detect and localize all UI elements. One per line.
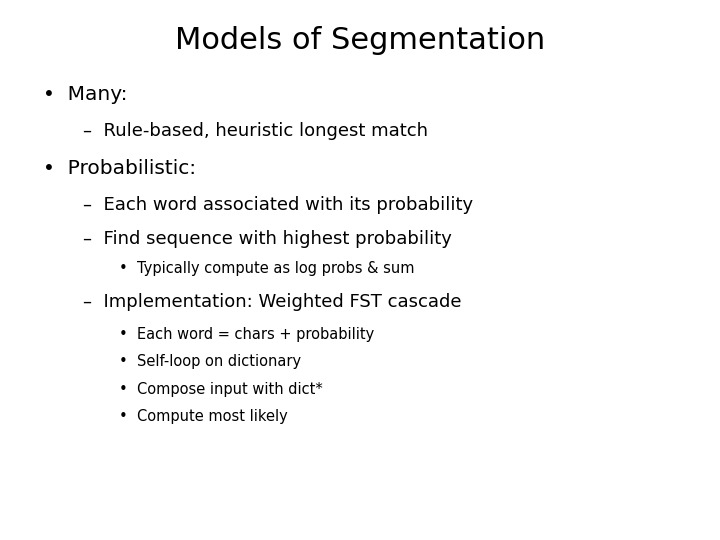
Text: Models of Segmentation: Models of Segmentation [175, 26, 545, 55]
Text: •  Compose input with dict*: • Compose input with dict* [119, 382, 323, 397]
Text: •  Compute most likely: • Compute most likely [119, 409, 287, 424]
Text: –  Implementation: Weighted FST cascade: – Implementation: Weighted FST cascade [83, 293, 462, 312]
Text: •  Many:: • Many: [43, 85, 127, 104]
Text: –  Find sequence with highest probability: – Find sequence with highest probability [83, 230, 451, 248]
Text: •  Probabilistic:: • Probabilistic: [43, 159, 197, 178]
Text: •  Typically compute as log probs & sum: • Typically compute as log probs & sum [119, 261, 414, 276]
Text: –  Rule-based, heuristic longest match: – Rule-based, heuristic longest match [83, 122, 428, 140]
Text: –  Each word associated with its probability: – Each word associated with its probabil… [83, 196, 473, 214]
Text: •  Each word = chars + probability: • Each word = chars + probability [119, 327, 374, 342]
Text: •  Self-loop on dictionary: • Self-loop on dictionary [119, 354, 301, 369]
